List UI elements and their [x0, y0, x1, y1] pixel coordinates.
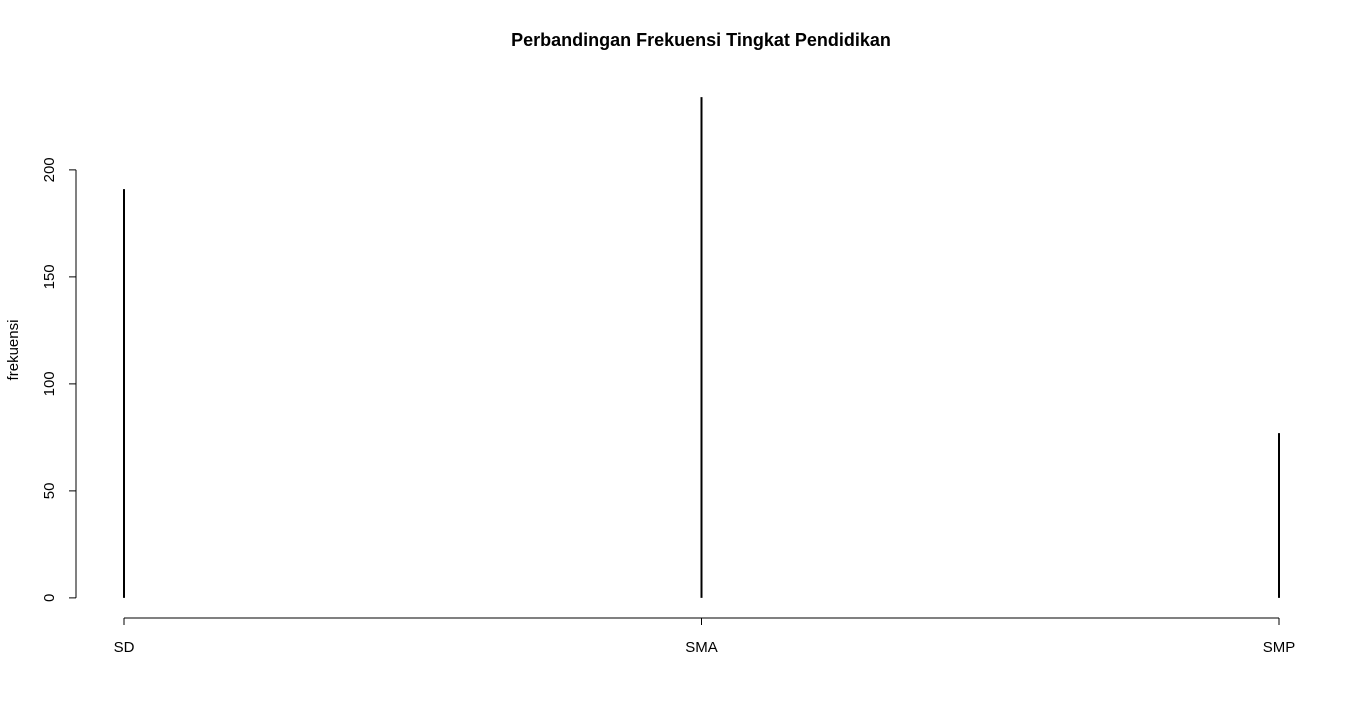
y-tick-label: 150 [41, 264, 58, 289]
y-tick-label: 200 [41, 157, 58, 182]
y-tick-label: 50 [41, 483, 58, 500]
y-tick-label: 0 [41, 594, 58, 602]
x-tick-label: SMA [685, 639, 718, 656]
x-tick-label: SMP [1263, 639, 1296, 656]
y-axis-label: frekuensi [5, 320, 22, 381]
x-tick-label: SD [114, 639, 135, 656]
y-tick-label: 100 [41, 371, 58, 396]
chart-title: Perbandingan Frekuensi Tingkat Pendidika… [511, 30, 891, 50]
